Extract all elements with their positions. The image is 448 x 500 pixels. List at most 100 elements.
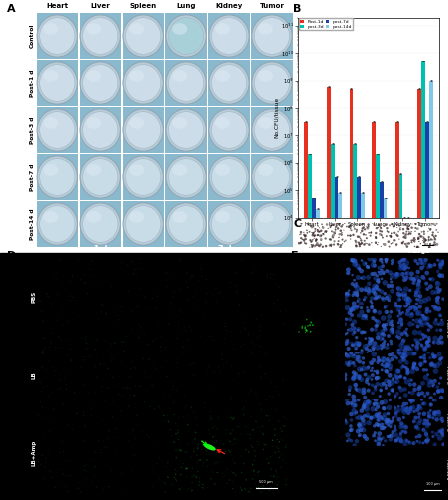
- Point: [199, 480, 207, 488]
- Point: [117, 358, 125, 366]
- Point: [93, 350, 100, 358]
- Point: [326, 242, 333, 250]
- Text: Tumor: Tumor: [259, 2, 284, 8]
- Point: [139, 387, 146, 395]
- Point: [397, 316, 404, 324]
- Point: [421, 222, 428, 230]
- Point: [226, 438, 233, 446]
- Point: [370, 258, 378, 266]
- Point: [120, 384, 127, 392]
- Point: [280, 344, 287, 351]
- Point: [391, 228, 398, 236]
- Point: [401, 328, 409, 336]
- Point: [414, 406, 421, 414]
- Point: [195, 276, 202, 284]
- Text: Liver: Liver: [90, 2, 110, 8]
- Point: [423, 438, 430, 446]
- Point: [403, 436, 410, 444]
- Point: [426, 336, 433, 344]
- Point: [341, 375, 349, 383]
- Point: [242, 398, 250, 406]
- Ellipse shape: [211, 158, 247, 196]
- Point: [412, 292, 419, 300]
- Point: [69, 273, 76, 281]
- Point: [79, 380, 86, 388]
- Point: [61, 442, 68, 450]
- Point: [129, 257, 137, 265]
- Point: [265, 478, 272, 486]
- Point: [380, 442, 387, 450]
- Point: [435, 288, 442, 296]
- Point: [249, 460, 256, 468]
- Point: [348, 399, 355, 407]
- Point: [246, 484, 253, 492]
- Point: [170, 398, 177, 406]
- Point: [426, 225, 434, 233]
- Point: [371, 308, 379, 316]
- Point: [392, 272, 399, 280]
- Point: [335, 240, 342, 248]
- Point: [83, 340, 90, 347]
- Point: [61, 482, 69, 490]
- Point: [188, 404, 195, 411]
- Point: [409, 224, 416, 232]
- Point: [405, 240, 412, 248]
- Point: [237, 366, 244, 374]
- Point: [400, 233, 407, 241]
- Ellipse shape: [172, 23, 187, 35]
- Point: [262, 407, 269, 415]
- Point: [395, 367, 402, 375]
- Text: LB+Amp: LB+Amp: [32, 440, 37, 466]
- Point: [363, 345, 370, 353]
- Point: [412, 414, 419, 422]
- Point: [385, 416, 392, 424]
- Text: 500 μm: 500 μm: [259, 480, 273, 484]
- Point: [136, 382, 143, 390]
- Point: [369, 270, 376, 278]
- Point: [424, 390, 431, 398]
- Point: [418, 259, 425, 267]
- FancyBboxPatch shape: [37, 14, 78, 59]
- Ellipse shape: [211, 206, 247, 242]
- Point: [378, 435, 385, 443]
- Point: [306, 321, 314, 329]
- Point: [68, 356, 75, 364]
- Ellipse shape: [166, 15, 206, 57]
- Point: [403, 270, 410, 278]
- Ellipse shape: [43, 70, 58, 82]
- Point: [213, 444, 220, 452]
- Point: [418, 218, 425, 226]
- Point: [375, 356, 383, 364]
- Point: [282, 443, 289, 451]
- Ellipse shape: [80, 109, 121, 151]
- Ellipse shape: [252, 109, 292, 151]
- Point: [98, 446, 105, 454]
- Point: [436, 427, 443, 435]
- Point: [55, 333, 62, 341]
- Point: [282, 458, 289, 466]
- Point: [92, 370, 99, 378]
- Point: [259, 430, 267, 438]
- Point: [420, 420, 427, 428]
- Point: [132, 364, 139, 372]
- Point: [392, 242, 400, 250]
- Point: [299, 235, 306, 243]
- Point: [404, 350, 411, 358]
- Point: [198, 263, 205, 271]
- Point: [129, 426, 137, 434]
- Point: [93, 483, 100, 491]
- Point: [69, 272, 76, 280]
- Point: [414, 244, 421, 252]
- Point: [401, 386, 408, 394]
- Point: [351, 289, 358, 297]
- Point: [39, 388, 46, 396]
- Point: [350, 305, 357, 313]
- Point: [154, 449, 161, 457]
- Point: [396, 394, 403, 402]
- Point: [224, 479, 231, 487]
- Point: [388, 328, 396, 336]
- Point: [407, 274, 414, 282]
- Ellipse shape: [254, 112, 289, 148]
- Point: [375, 318, 382, 326]
- Point: [241, 318, 248, 326]
